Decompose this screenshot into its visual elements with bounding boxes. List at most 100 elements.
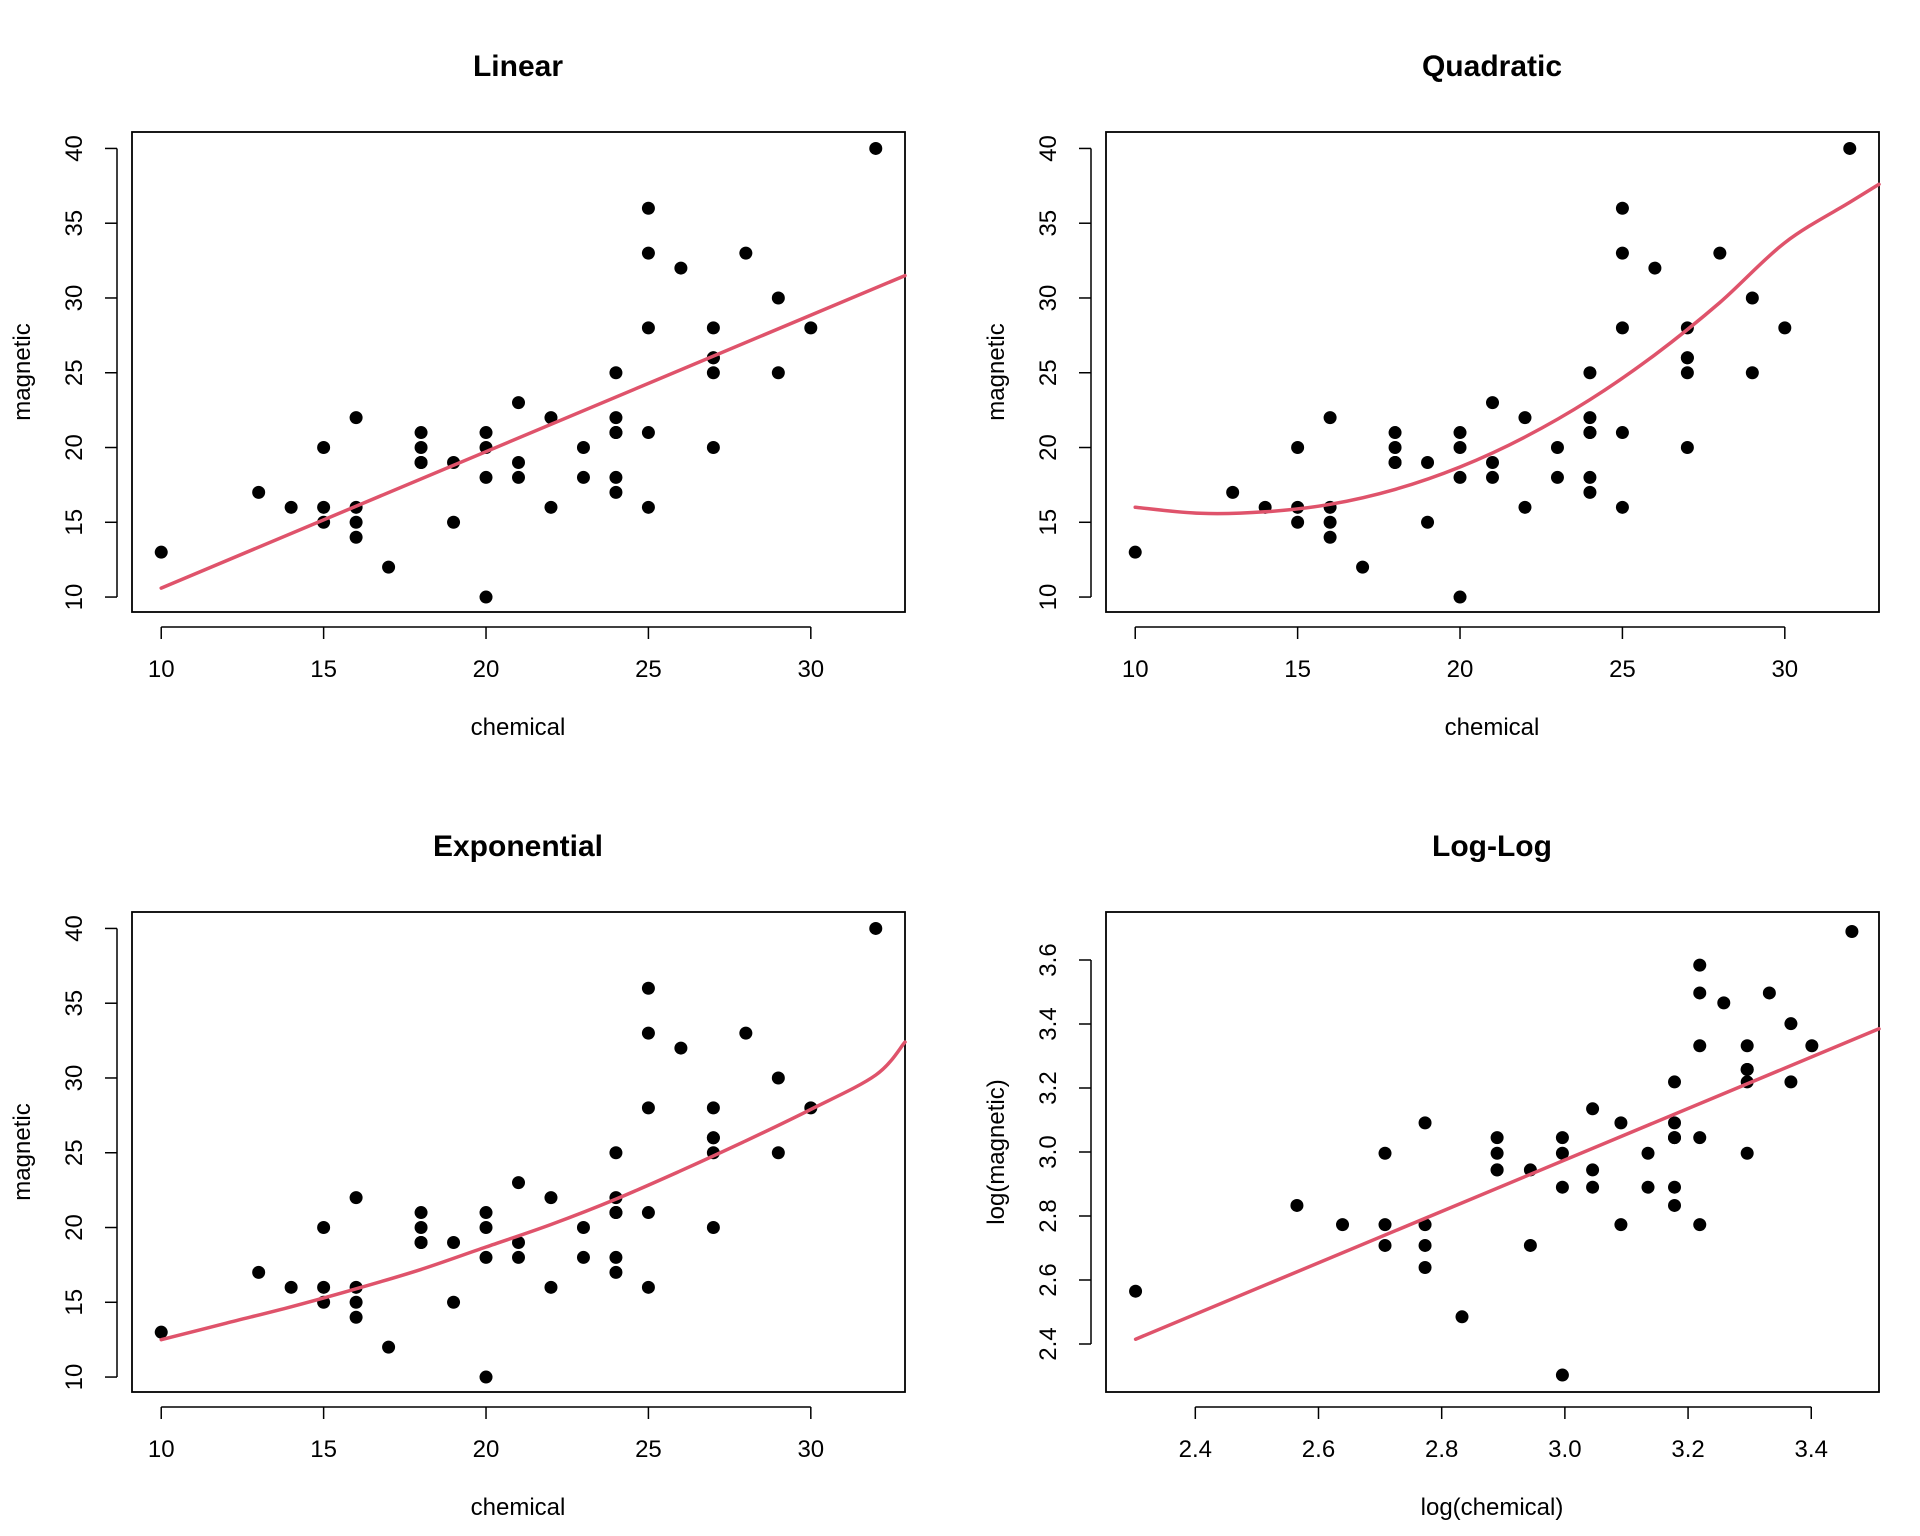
data-point <box>1615 246 1629 260</box>
y-tick-label: 15 <box>61 509 88 536</box>
y-tick-label: 35 <box>61 210 88 237</box>
y-tick-label: 3.4 <box>1035 1007 1062 1040</box>
data-point <box>317 1280 331 1294</box>
data-point <box>1583 411 1597 425</box>
fit-line <box>159 273 907 590</box>
data-point <box>1680 441 1694 455</box>
x-tick-label: 2.4 <box>1179 1436 1212 1463</box>
data-point <box>1323 530 1337 544</box>
x-tick-label: 2.8 <box>1425 1436 1458 1463</box>
data-point <box>1740 1039 1754 1053</box>
x-tick-label: 25 <box>635 656 662 683</box>
data-point <box>641 1101 655 1115</box>
x-tick-label: 3.0 <box>1548 1436 1581 1463</box>
data-point <box>317 441 331 455</box>
panel-title: Quadratic <box>1422 50 1562 83</box>
data-point <box>479 1370 493 1384</box>
data-point <box>1421 455 1435 469</box>
data-point <box>317 500 331 514</box>
data-point <box>447 515 461 529</box>
data-point <box>479 1250 493 1264</box>
data-point <box>1614 1218 1628 1232</box>
data-point <box>1453 470 1467 484</box>
data-point <box>706 441 720 455</box>
y-tick-label: 20 <box>61 1214 88 1241</box>
data-point <box>1693 1131 1707 1145</box>
data-point <box>1583 426 1597 440</box>
data-point <box>284 500 298 514</box>
data-point <box>479 426 493 440</box>
y-axis-label: magnetic <box>983 323 1010 420</box>
y-tick-label: 30 <box>61 285 88 312</box>
x-tick-label: 15 <box>310 656 337 683</box>
panel-linear: Linear chemical magnetic 10 15 20 25 30 10 15 2… <box>9 50 907 741</box>
data-point <box>609 485 623 499</box>
data-point <box>1418 1261 1432 1275</box>
data-point <box>1586 1180 1600 1194</box>
data-point <box>1717 996 1731 1010</box>
data-point <box>869 921 883 935</box>
data-point <box>609 1265 623 1279</box>
data-point <box>771 1071 785 1085</box>
data-point <box>154 545 168 559</box>
y-tick-label: 25 <box>1035 359 1062 386</box>
x-tick-label: 25 <box>635 1436 662 1463</box>
data-point <box>1693 1218 1707 1232</box>
plot-frame <box>1105 911 1880 1393</box>
data-point <box>512 470 525 484</box>
data-point <box>349 1310 363 1324</box>
y-tick-label: 10 <box>1035 584 1062 611</box>
data-point <box>706 321 720 335</box>
data-point <box>544 1191 558 1205</box>
data-point <box>641 201 655 215</box>
panel-log-log: Log-Log log(chemical) log(magnetic) 2.4 2… <box>983 830 1881 1521</box>
y-axis-label: magnetic <box>9 323 36 420</box>
data-point <box>641 1026 655 1040</box>
y-tick-label: 2.6 <box>1035 1263 1062 1296</box>
data-point <box>1740 1146 1754 1160</box>
x-tick-label: 15 <box>310 1436 337 1463</box>
x-tick-label: 3.4 <box>1795 1436 1828 1463</box>
data-point <box>1323 515 1337 529</box>
data-point <box>1453 590 1467 604</box>
y-tick-label: 3.2 <box>1035 1071 1062 1104</box>
y-tick-label: 25 <box>61 1139 88 1166</box>
panel-exponential: Exponential chemical magnetic 10 15 20 25 30… <box>9 830 907 1521</box>
data-point <box>674 1041 688 1055</box>
fit-line <box>1133 182 1881 516</box>
data-point <box>382 560 396 574</box>
data-point <box>576 1221 590 1235</box>
data-point <box>1486 396 1499 410</box>
x-axis-label: chemical <box>1445 714 1540 741</box>
data-point <box>1388 455 1402 469</box>
data-point <box>349 515 363 529</box>
data-point <box>1486 455 1499 469</box>
data-point <box>739 1026 753 1040</box>
x-tick-label: 10 <box>148 1436 175 1463</box>
data-point <box>414 1221 428 1235</box>
data-point <box>349 530 363 544</box>
data-point <box>479 1221 493 1235</box>
data-point <box>349 411 363 425</box>
y-tick-label: 20 <box>1035 434 1062 461</box>
data-point <box>544 1280 558 1294</box>
data-point <box>1680 366 1694 380</box>
y-tick-label: 3.0 <box>1035 1135 1062 1168</box>
data-point <box>1291 441 1305 455</box>
y-tick-label: 3.6 <box>1035 943 1062 976</box>
data-point <box>576 470 590 484</box>
panel-title: Log-Log <box>1432 830 1552 863</box>
data-point <box>1356 560 1370 574</box>
data-point <box>1290 1198 1304 1212</box>
data-point <box>1668 1075 1682 1089</box>
data-point <box>1226 485 1240 499</box>
data-point <box>447 1235 461 1249</box>
data-point <box>1641 1180 1655 1194</box>
y-tick-label: 15 <box>1035 509 1062 536</box>
data-point <box>382 1340 396 1354</box>
x-tick-label: 30 <box>797 656 824 683</box>
data-point <box>1784 1017 1798 1031</box>
data-point <box>1490 1146 1504 1160</box>
data-point <box>576 1250 590 1264</box>
data-point <box>609 366 623 380</box>
